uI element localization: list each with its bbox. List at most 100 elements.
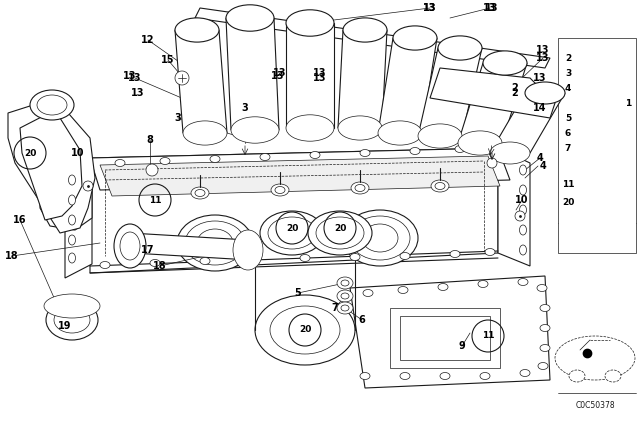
Ellipse shape	[270, 306, 340, 354]
Text: 11: 11	[482, 332, 494, 340]
Text: 20: 20	[24, 148, 36, 158]
Ellipse shape	[540, 345, 550, 352]
Ellipse shape	[68, 175, 76, 185]
Text: 13: 13	[423, 3, 436, 13]
Ellipse shape	[308, 211, 372, 255]
Bar	[400, 316, 490, 360]
Ellipse shape	[393, 26, 437, 50]
Polygon shape	[378, 38, 437, 133]
Ellipse shape	[268, 217, 316, 249]
Text: 20: 20	[334, 224, 346, 233]
Ellipse shape	[341, 280, 349, 286]
Ellipse shape	[597, 176, 623, 192]
Ellipse shape	[197, 229, 233, 257]
Ellipse shape	[485, 146, 495, 154]
Ellipse shape	[54, 307, 90, 333]
Polygon shape	[195, 8, 550, 68]
Text: 4: 4	[565, 83, 571, 92]
Text: 13: 13	[128, 73, 141, 83]
Text: 16: 16	[13, 215, 27, 225]
Polygon shape	[226, 18, 279, 130]
Ellipse shape	[360, 150, 370, 156]
Ellipse shape	[185, 221, 245, 265]
Ellipse shape	[233, 230, 263, 270]
Text: 13: 13	[313, 68, 327, 78]
Ellipse shape	[120, 232, 140, 260]
Ellipse shape	[458, 131, 502, 155]
Text: 4: 4	[540, 161, 547, 171]
Text: 13: 13	[483, 3, 497, 13]
Ellipse shape	[418, 124, 462, 148]
Polygon shape	[8, 98, 95, 233]
Text: 5: 5	[294, 288, 301, 298]
Ellipse shape	[68, 215, 76, 225]
Text: 2: 2	[511, 88, 518, 98]
Text: 17: 17	[141, 245, 155, 255]
Ellipse shape	[485, 249, 495, 255]
Ellipse shape	[48, 193, 68, 207]
Polygon shape	[130, 233, 250, 260]
Ellipse shape	[175, 71, 189, 85]
Ellipse shape	[360, 372, 370, 379]
Ellipse shape	[100, 262, 110, 268]
Ellipse shape	[260, 154, 270, 160]
Polygon shape	[40, 182, 92, 230]
Text: 13: 13	[485, 3, 499, 13]
Ellipse shape	[487, 158, 497, 168]
Ellipse shape	[83, 181, 93, 191]
Ellipse shape	[310, 151, 320, 159]
Text: 3: 3	[565, 69, 571, 78]
Ellipse shape	[30, 90, 74, 120]
Ellipse shape	[597, 194, 623, 210]
Ellipse shape	[341, 305, 349, 311]
Ellipse shape	[520, 245, 527, 255]
Text: 3: 3	[175, 113, 181, 123]
Ellipse shape	[478, 280, 488, 288]
Text: 4: 4	[536, 153, 543, 163]
Ellipse shape	[540, 324, 550, 332]
Ellipse shape	[520, 225, 527, 235]
Ellipse shape	[342, 210, 418, 266]
Ellipse shape	[569, 370, 585, 382]
Ellipse shape	[337, 290, 353, 302]
Ellipse shape	[341, 293, 349, 299]
Text: 6: 6	[565, 129, 571, 138]
Ellipse shape	[440, 372, 450, 379]
Text: 20: 20	[286, 224, 298, 233]
Ellipse shape	[68, 195, 76, 205]
Ellipse shape	[540, 305, 550, 311]
Ellipse shape	[316, 217, 364, 249]
Text: 6: 6	[358, 315, 365, 325]
Polygon shape	[458, 63, 527, 143]
Text: 1: 1	[625, 99, 631, 108]
Polygon shape	[65, 158, 92, 278]
Ellipse shape	[286, 115, 334, 141]
Ellipse shape	[525, 82, 565, 104]
Ellipse shape	[603, 179, 617, 189]
Ellipse shape	[175, 18, 219, 42]
Ellipse shape	[538, 362, 548, 370]
Polygon shape	[430, 68, 555, 118]
Text: 7: 7	[332, 303, 339, 313]
Ellipse shape	[114, 224, 146, 268]
Ellipse shape	[400, 372, 410, 379]
Text: 13: 13	[533, 73, 547, 83]
Text: 14: 14	[533, 103, 547, 113]
Ellipse shape	[37, 95, 67, 115]
Text: 13: 13	[131, 88, 145, 98]
Ellipse shape	[117, 228, 143, 264]
Ellipse shape	[537, 284, 547, 292]
Ellipse shape	[195, 190, 205, 197]
Ellipse shape	[351, 182, 369, 194]
Ellipse shape	[455, 146, 465, 152]
Ellipse shape	[338, 116, 382, 140]
Text: 5: 5	[565, 113, 571, 122]
Text: 2: 2	[565, 53, 571, 63]
Text: 13: 13	[536, 53, 550, 63]
Text: 13: 13	[536, 45, 550, 55]
Text: 12: 12	[141, 35, 155, 45]
Ellipse shape	[337, 277, 353, 289]
Ellipse shape	[271, 184, 289, 196]
Ellipse shape	[286, 10, 334, 36]
Ellipse shape	[146, 164, 158, 176]
